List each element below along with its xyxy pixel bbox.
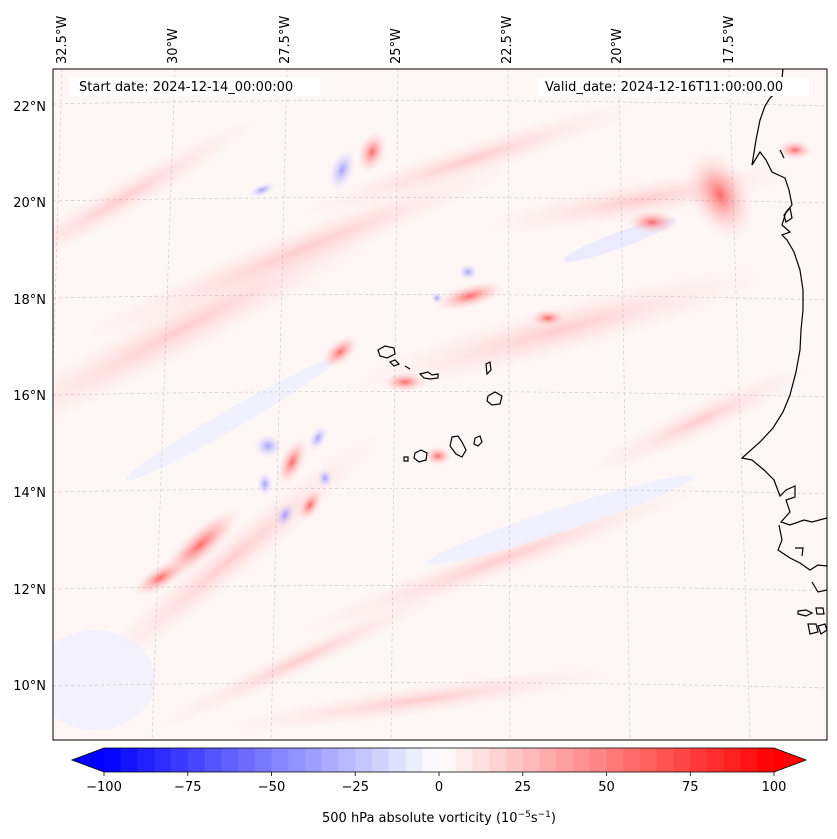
colorbar-ticks: −100 −75 −50 −25 0 25 50 75 100 xyxy=(86,772,786,795)
colorbar-cell xyxy=(506,748,524,772)
colorbar-cell xyxy=(539,748,557,772)
santo-antao-island xyxy=(377,345,396,359)
colorbar-cell xyxy=(372,748,390,772)
lon-label: 25°W xyxy=(389,28,404,64)
colorbar-cell xyxy=(489,748,507,772)
map-panel: Start date: 2024-12-14_00:00:00 Valid_da… xyxy=(52,68,828,741)
colorbar-cell xyxy=(673,748,691,772)
colorbar-cell xyxy=(388,748,406,772)
colorbar-cell xyxy=(338,748,356,772)
africa-coastline xyxy=(740,69,827,526)
valid-date-box xyxy=(537,77,809,96)
colorbar-tick-label: −75 xyxy=(174,780,201,795)
colorbar-tick-label: 25 xyxy=(514,780,531,795)
colorbar-cell xyxy=(254,748,272,772)
colorbar-cells xyxy=(104,748,775,772)
colorbar-cell xyxy=(556,748,574,772)
colorbar-cell xyxy=(656,748,674,772)
colorbar-cell xyxy=(355,748,373,772)
colorbar-cell xyxy=(104,748,122,772)
lon-label: 32.5°W xyxy=(55,16,70,64)
colorbar-cell xyxy=(422,748,440,772)
maio-island xyxy=(473,435,483,447)
lon-label: 30°W xyxy=(166,28,181,64)
colorbar-cell xyxy=(288,748,306,772)
lon-label: 22.5°W xyxy=(500,16,515,64)
colorbar-label: 500 hPa absolute vorticity (10−5s−1) xyxy=(322,810,556,826)
lat-label: 16°N xyxy=(13,389,46,404)
sao-vicente-island xyxy=(388,359,401,367)
colorbar-cell xyxy=(690,748,708,772)
colorbar-min-arrow xyxy=(72,748,104,772)
start-date-box xyxy=(70,77,320,96)
santiago-island xyxy=(449,435,467,458)
colorbar-cell xyxy=(137,748,155,772)
sao-nicolau-island xyxy=(418,371,439,380)
colorbar-tick-label: −50 xyxy=(258,780,285,795)
sal-island xyxy=(485,361,492,376)
colorbar-cell xyxy=(757,748,775,772)
colorbar-cell xyxy=(640,748,658,772)
boa-vista-island xyxy=(486,391,503,406)
colorbar-cell xyxy=(321,748,339,772)
lat-label: 10°N xyxy=(13,679,46,694)
colorbar-cell xyxy=(120,748,138,772)
colorbar-cell xyxy=(573,748,591,772)
colorbar-cell xyxy=(305,748,323,772)
lat-label: 18°N xyxy=(13,293,46,308)
coastline xyxy=(377,69,827,635)
colorbar-cell xyxy=(589,748,607,772)
colorbar-cell xyxy=(221,748,239,772)
colorbar-tick-label: 100 xyxy=(762,780,787,795)
colorbar-cell xyxy=(623,748,641,772)
gridlines xyxy=(53,69,827,740)
lon-label: 17.5°W xyxy=(722,16,737,64)
lon-label: 27.5°W xyxy=(278,16,293,64)
colorbar-cell xyxy=(439,748,457,772)
colorbar-tick-label: −100 xyxy=(86,780,122,795)
bijagos-islands xyxy=(797,609,814,617)
colorbar-cell xyxy=(707,748,725,772)
brava-island xyxy=(403,456,409,462)
valid-date-text: Valid_date: 2024-12-16T11:00:00.00 xyxy=(545,80,783,95)
colorbar-tick-label: 50 xyxy=(598,780,615,795)
colorbar-cell xyxy=(405,748,423,772)
guinea-bissau-coast xyxy=(777,524,827,571)
colorbar-cell xyxy=(171,748,189,772)
colorbar-cell xyxy=(204,748,222,772)
colorbar-cell xyxy=(522,748,540,772)
colorbar: −100 −75 −50 −25 0 25 50 75 100 500 hPa absolute… xyxy=(70,747,808,826)
lat-label: 22°N xyxy=(13,100,46,115)
start-date-text: Start date: 2024-12-14_00:00:00 xyxy=(79,80,293,95)
colorbar-tick-label: −25 xyxy=(342,780,369,795)
map-frame xyxy=(52,68,828,741)
longitude-labels: 32.5°W 30°W 27.5°W 25°W 22.5°W 20°W 17.5… xyxy=(55,16,737,64)
lon-label: 20°W xyxy=(610,28,625,64)
colorbar-tick-label: 0 xyxy=(435,780,443,795)
lat-label: 12°N xyxy=(13,583,46,598)
latitude-labels: 22°N 20°N 18°N 16°N 14°N 12°N 10°N xyxy=(13,100,46,694)
santa-luzia-island xyxy=(404,365,411,370)
colorbar-cell xyxy=(238,748,256,772)
colorbar-cell xyxy=(472,748,490,772)
colorbar-cell xyxy=(606,748,624,772)
colorbar-cell xyxy=(723,748,741,772)
colorbar-cell xyxy=(455,748,473,772)
lat-label: 14°N xyxy=(13,486,46,501)
colorbar-max-arrow xyxy=(774,748,806,772)
colorbar-cell xyxy=(271,748,289,772)
lat-label: 20°N xyxy=(13,196,46,211)
fogo-island xyxy=(413,449,428,463)
colorbar-cell xyxy=(740,748,758,772)
colorbar-cell xyxy=(154,748,172,772)
colorbar-cell xyxy=(187,748,205,772)
colorbar-tick-label: 75 xyxy=(682,780,699,795)
